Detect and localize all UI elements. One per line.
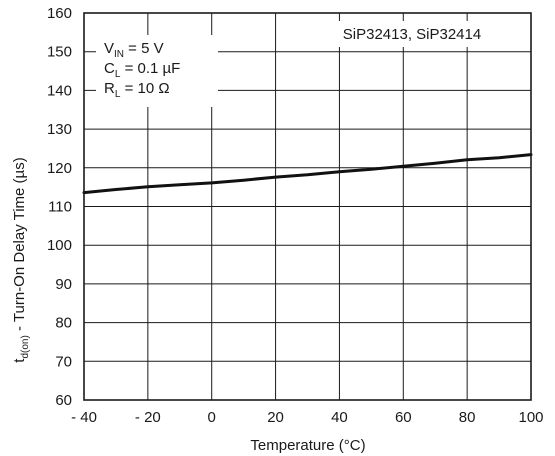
y-tick-label: 80 <box>55 315 72 332</box>
x-axis-title: Temperature (°C) <box>250 437 365 454</box>
x-tick-label: 100 <box>518 409 543 426</box>
y-tick-label: 100 <box>47 237 72 254</box>
y-tick-label: 150 <box>47 44 72 61</box>
condition-label: CL = 0.1 µF <box>104 60 180 80</box>
grid <box>83 12 532 401</box>
y-tick-label: 90 <box>55 276 72 293</box>
series-layer <box>82 153 533 195</box>
y-axis-title-rest: - Turn-On Delay Time (µs) <box>11 157 28 335</box>
conditions-box <box>96 35 218 107</box>
condition-label: RL = 10 Ω <box>104 80 170 100</box>
x-tick-label: 40 <box>331 409 348 426</box>
y-tick-label: 160 <box>47 5 72 22</box>
y-axis-title-subscript: d(on) <box>20 335 31 358</box>
delay-time-line <box>82 153 533 195</box>
plot-frame <box>83 12 532 401</box>
x-tick-label: - 40 <box>71 409 97 426</box>
y-tick-label: 140 <box>47 82 72 99</box>
x-tick-label: 80 <box>459 409 476 426</box>
condition-label: VIN = 5 V <box>104 40 164 60</box>
y-axis-title: td(on) - Turn-On Delay Time (µs) <box>11 157 31 362</box>
x-tick-labels: - 40 - 20 0 20 40 60 80 100 <box>71 409 543 426</box>
x-tick-label: 20 <box>267 409 284 426</box>
y-tick-label: 130 <box>47 121 72 138</box>
y-tick-labels: 60 70 80 90 100 110 120 130 140 150 160 <box>47 5 72 409</box>
part-label-box <box>302 21 522 47</box>
x-tick-label: 0 <box>208 409 216 426</box>
y-tick-label: 70 <box>55 353 72 370</box>
y-tick-label: 60 <box>55 392 72 409</box>
y-tick-label: 110 <box>48 199 72 216</box>
x-tick-label: - 20 <box>135 409 161 426</box>
x-tick-label: 60 <box>395 409 412 426</box>
y-axis-title-main: t <box>11 358 28 363</box>
y-tick-label: 120 <box>47 160 72 177</box>
part-number-label: SiP32413, SiP32414 <box>343 26 481 43</box>
